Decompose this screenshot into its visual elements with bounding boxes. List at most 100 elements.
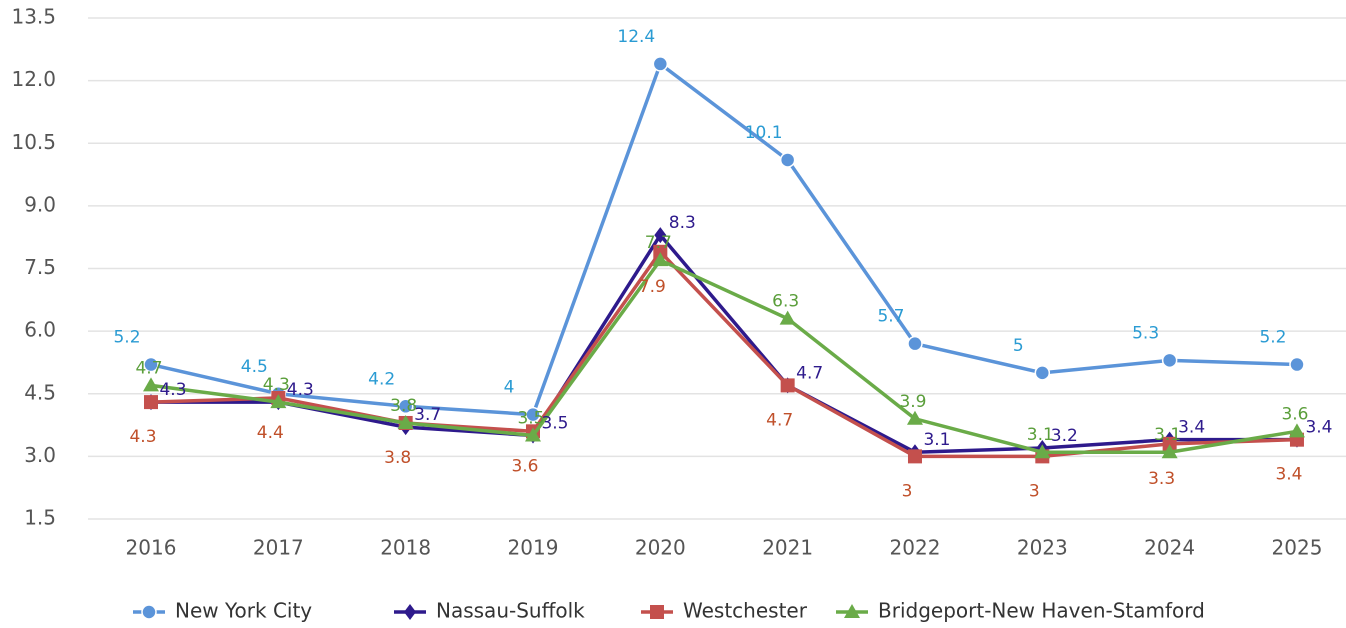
data-label: 7.7 xyxy=(645,233,672,253)
marker xyxy=(144,395,158,410)
x-tick-label: 2019 xyxy=(508,536,559,560)
data-label: 4.7 xyxy=(766,410,793,430)
data-label: 3.3 xyxy=(1148,469,1175,489)
marker xyxy=(654,227,667,244)
data-label: 3.9 xyxy=(899,392,926,412)
data-label: 3 xyxy=(1029,481,1040,501)
legend-item: New York City xyxy=(133,599,312,623)
data-label: 4.5 xyxy=(241,357,268,377)
data-label: 5.3 xyxy=(1132,323,1159,343)
data-label: 4.3 xyxy=(159,380,186,400)
legend-item: Bridgeport-New Haven-Stamford xyxy=(836,599,1205,623)
marker xyxy=(397,398,414,415)
y-tick-label: 13.5 xyxy=(11,5,56,29)
x-tick-label: 2017 xyxy=(253,536,304,560)
data-label: 4.7 xyxy=(135,358,162,378)
marker xyxy=(404,604,416,620)
legend-label: Westchester xyxy=(683,599,808,623)
marker xyxy=(270,394,287,409)
marker xyxy=(780,378,795,393)
marker xyxy=(653,244,668,259)
data-label: 5.2 xyxy=(113,328,140,348)
y-tick-label: 10.5 xyxy=(11,130,56,154)
data-label: 3.1 xyxy=(1027,425,1054,445)
y-tick-label: 12.0 xyxy=(11,67,56,91)
x-tick-label: 2021 xyxy=(762,536,813,560)
data-label: 4.7 xyxy=(796,363,823,383)
marker xyxy=(779,152,796,168)
x-tick-label: 2016 xyxy=(126,536,177,560)
marker xyxy=(397,414,414,429)
series-line xyxy=(151,232,1297,454)
data-label: 3.8 xyxy=(390,396,417,416)
data-label: 4.3 xyxy=(129,427,156,447)
data-label: 4 xyxy=(504,378,515,398)
data-label: 3.2 xyxy=(1051,426,1078,446)
data-label: 3.7 xyxy=(414,405,441,425)
marker xyxy=(143,377,159,392)
legend-label: New York City xyxy=(175,599,312,623)
data-label: 3.5 xyxy=(517,409,544,429)
marker xyxy=(1162,436,1177,451)
data-label: 4.3 xyxy=(287,380,314,400)
data-label: 7.9 xyxy=(639,277,666,297)
y-tick-label: 9.0 xyxy=(24,192,56,216)
x-tick-label: 2024 xyxy=(1144,536,1195,560)
legend-item: Nassau-Suffolk xyxy=(394,599,585,623)
data-label: 3.1 xyxy=(923,430,950,450)
data-label: 3.5 xyxy=(541,414,568,434)
data-label: 4.2 xyxy=(368,369,395,389)
series-line xyxy=(150,257,1298,454)
data-label: 10.1 xyxy=(745,123,783,143)
marker xyxy=(906,410,923,425)
data-label: 4.4 xyxy=(257,423,284,443)
data-label: 5 xyxy=(1013,336,1024,356)
marker xyxy=(141,604,157,620)
marker xyxy=(907,335,923,352)
marker xyxy=(650,605,664,619)
y-tick-label: 1.5 xyxy=(24,506,56,530)
series xyxy=(144,244,1304,464)
x-tick-label: 2022 xyxy=(890,536,941,560)
marker xyxy=(844,604,860,618)
legend-label: Bridgeport-New Haven-Stamford xyxy=(878,599,1205,623)
data-label: 3.8 xyxy=(384,448,411,468)
data-label: 3.6 xyxy=(1281,404,1308,424)
marker xyxy=(1034,444,1051,459)
y-tick-label: 4.5 xyxy=(24,380,56,404)
x-tick-label: 2025 xyxy=(1272,536,1323,560)
y-tick-label: 3.0 xyxy=(24,443,56,467)
legend-label: Nassau-Suffolk xyxy=(436,599,585,623)
x-tick-label: 2020 xyxy=(635,536,686,560)
marker xyxy=(907,449,922,464)
data-label: 3.4 xyxy=(1178,418,1205,438)
data-label: 3.6 xyxy=(511,456,538,476)
y-tick-label: 6.0 xyxy=(24,318,56,342)
marker xyxy=(1288,423,1305,438)
marker xyxy=(525,406,541,423)
x-tick-label: 2018 xyxy=(380,536,431,560)
legend-item: Westchester xyxy=(641,599,808,623)
x-tick-label: 2023 xyxy=(1017,536,1068,560)
series-line xyxy=(150,61,1298,417)
marker xyxy=(1034,365,1051,381)
y-tick-label: 7.5 xyxy=(24,255,56,279)
data-label: 8.3 xyxy=(669,213,696,233)
data-label: 4.3 xyxy=(263,375,290,395)
data-label: 12.4 xyxy=(617,27,655,47)
marker xyxy=(652,56,669,72)
series xyxy=(145,227,1303,461)
data-label: 5.7 xyxy=(877,307,904,327)
marker xyxy=(1161,352,1178,369)
marker xyxy=(652,252,669,267)
marker xyxy=(779,310,796,325)
data-label: 3 xyxy=(902,481,913,501)
series xyxy=(143,252,1305,459)
marker xyxy=(143,356,159,373)
marker xyxy=(524,427,541,442)
data-label: 3.4 xyxy=(1275,465,1302,485)
series-line xyxy=(150,249,1298,459)
data-label: 3.4 xyxy=(1305,418,1332,438)
series xyxy=(143,56,1305,423)
